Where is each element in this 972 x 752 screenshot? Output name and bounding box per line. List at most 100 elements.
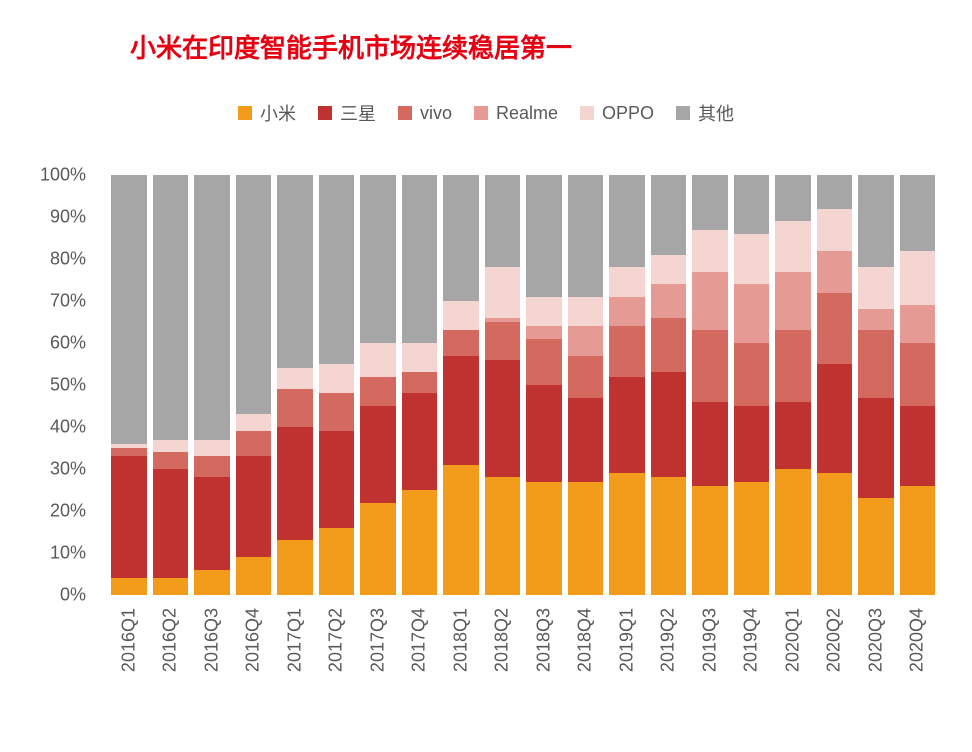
bar-segment-other xyxy=(360,175,396,343)
chart-title: 小米在印度智能手机市场连续稳居第一 xyxy=(130,28,572,65)
x-label-cell: 2020Q4 xyxy=(900,600,936,720)
bar-segment-xiaomi xyxy=(609,473,645,595)
x-tick-label: 2017Q1 xyxy=(284,608,305,672)
x-tick-label: 2017Q3 xyxy=(367,608,388,672)
x-label-cell: 2017Q3 xyxy=(360,600,396,720)
x-tick-label: 2019Q1 xyxy=(616,608,637,672)
plot-area: 0%10%20%30%40%50%60%70%80%90%100% xyxy=(105,175,935,595)
bar-segment-xiaomi xyxy=(775,469,811,595)
x-label-cell: 2018Q2 xyxy=(485,600,521,720)
x-tick-label: 2016Q2 xyxy=(160,608,181,672)
x-tick-label: 2019Q3 xyxy=(699,608,720,672)
bar-segment-xiaomi xyxy=(402,490,438,595)
y-tick-label: 20% xyxy=(50,501,86,522)
bar-segment-oppo xyxy=(402,343,438,372)
y-tick-label: 40% xyxy=(50,417,86,438)
x-tick-label: 2019Q2 xyxy=(658,608,679,672)
bar-segment-realme xyxy=(900,305,936,343)
bar-segment-other xyxy=(609,175,645,267)
bar-segment-xiaomi xyxy=(111,578,147,595)
bar-segment-vivo xyxy=(775,330,811,401)
bar-segment-samsung xyxy=(817,364,853,473)
legend-swatch xyxy=(238,106,252,120)
bar-segment-realme xyxy=(858,309,894,330)
x-tick-label: 2016Q4 xyxy=(243,608,264,672)
bar-segment-xiaomi xyxy=(692,486,728,595)
bar-segment-other xyxy=(568,175,604,297)
bar-segment-xiaomi xyxy=(858,498,894,595)
bar-segment-samsung xyxy=(360,406,396,503)
legend-item-oppo: OPPO xyxy=(580,103,654,124)
bar-segment-oppo xyxy=(485,267,521,317)
bar-segment-other xyxy=(692,175,728,230)
x-label-cell: 2016Q1 xyxy=(111,600,147,720)
bar-segment-oppo xyxy=(443,301,479,330)
bar-segment-xiaomi xyxy=(734,482,770,595)
bar-segment-realme xyxy=(651,284,687,318)
bar xyxy=(568,175,604,595)
bar-segment-samsung xyxy=(443,356,479,465)
y-tick-label: 0% xyxy=(60,585,86,606)
bars-container xyxy=(105,175,935,595)
bar xyxy=(402,175,438,595)
bar-segment-xiaomi xyxy=(277,540,313,595)
bar xyxy=(111,175,147,595)
bar-segment-vivo xyxy=(734,343,770,406)
bar-segment-other xyxy=(817,175,853,209)
y-tick-label: 80% xyxy=(50,249,86,270)
bar xyxy=(443,175,479,595)
y-tick-label: 10% xyxy=(50,543,86,564)
bar-segment-oppo xyxy=(360,343,396,377)
legend-item-other: 其他 xyxy=(676,100,734,126)
x-tick-label: 2018Q1 xyxy=(450,608,471,672)
bar-segment-other xyxy=(153,175,189,440)
bar-segment-xiaomi xyxy=(485,477,521,595)
bar-segment-samsung xyxy=(319,431,355,528)
bar-segment-realme xyxy=(609,297,645,326)
bar-segment-other xyxy=(402,175,438,343)
x-tick-label: 2016Q3 xyxy=(201,608,222,672)
x-label-cell: 2019Q1 xyxy=(609,600,645,720)
bar-segment-vivo xyxy=(443,330,479,355)
x-label-cell: 2020Q2 xyxy=(817,600,853,720)
bar xyxy=(817,175,853,595)
legend-label: vivo xyxy=(420,103,452,124)
x-tick-label: 2016Q1 xyxy=(118,608,139,672)
y-tick-label: 60% xyxy=(50,333,86,354)
x-label-cell: 2019Q3 xyxy=(692,600,728,720)
legend-swatch xyxy=(676,106,690,120)
x-label-cell: 2020Q1 xyxy=(775,600,811,720)
x-tick-label: 2018Q4 xyxy=(575,608,596,672)
bar-segment-vivo xyxy=(277,389,313,427)
x-tick-label: 2020Q4 xyxy=(907,608,928,672)
bar-segment-vivo xyxy=(236,431,272,456)
bar xyxy=(609,175,645,595)
bar-segment-other xyxy=(485,175,521,267)
bar-segment-xiaomi xyxy=(236,557,272,595)
bar-segment-xiaomi xyxy=(360,503,396,595)
bar-segment-vivo xyxy=(153,452,189,469)
legend-label: OPPO xyxy=(602,103,654,124)
x-axis-labels: 2016Q12016Q22016Q32016Q42017Q12017Q22017… xyxy=(105,600,935,720)
bar-segment-samsung xyxy=(609,377,645,474)
bar-segment-oppo xyxy=(858,267,894,309)
bar-segment-oppo xyxy=(236,414,272,431)
x-label-cell: 2019Q2 xyxy=(651,600,687,720)
y-tick-label: 70% xyxy=(50,291,86,312)
x-tick-label: 2020Q2 xyxy=(824,608,845,672)
bar xyxy=(277,175,313,595)
bar-segment-other xyxy=(194,175,230,440)
bar xyxy=(194,175,230,595)
bar-segment-vivo xyxy=(402,372,438,393)
bar-segment-realme xyxy=(775,272,811,331)
bar-segment-xiaomi xyxy=(568,482,604,595)
bar-segment-other xyxy=(858,175,894,267)
bar-segment-realme xyxy=(568,326,604,355)
bar xyxy=(651,175,687,595)
bar-segment-vivo xyxy=(651,318,687,373)
legend-swatch xyxy=(580,106,594,120)
x-label-cell: 2017Q4 xyxy=(402,600,438,720)
legend-item-vivo: vivo xyxy=(398,103,452,124)
bar-segment-samsung xyxy=(526,385,562,482)
bar-segment-oppo xyxy=(609,267,645,296)
